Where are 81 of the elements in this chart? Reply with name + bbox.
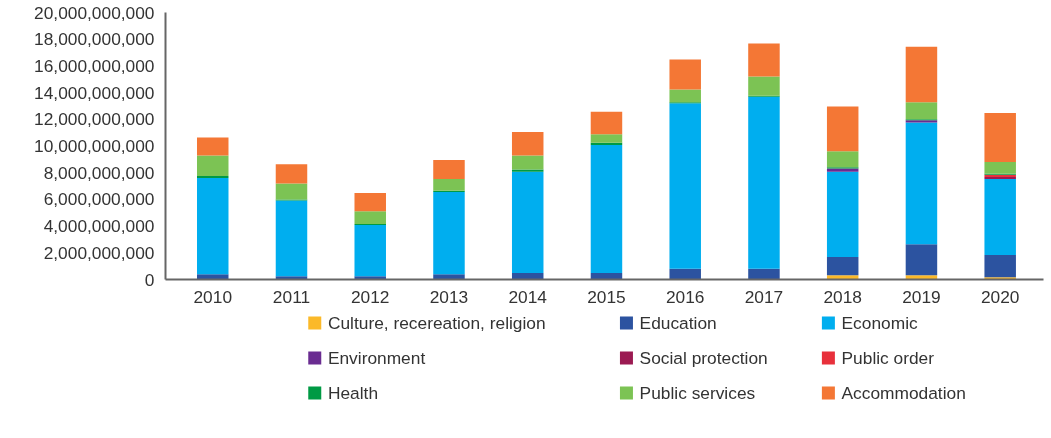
bar xyxy=(984,162,1016,174)
legend-label: Education xyxy=(639,313,717,333)
legend-label: Public order xyxy=(841,348,935,368)
bar xyxy=(748,76,780,96)
bar xyxy=(511,273,544,280)
bar xyxy=(748,43,780,77)
x-tick-label: 2014 xyxy=(508,286,548,307)
x-tick-label: 2018 xyxy=(823,286,862,307)
x-tick-label: 2012 xyxy=(350,286,390,307)
bar xyxy=(354,192,386,212)
bar xyxy=(433,159,465,180)
y-tick-label: 14,000,000,000 xyxy=(34,82,155,103)
bar xyxy=(433,274,465,280)
bar xyxy=(511,132,544,156)
bar xyxy=(826,257,859,276)
bar xyxy=(984,179,1016,255)
legend-label: Environment xyxy=(327,348,426,368)
bar xyxy=(275,200,308,277)
bar xyxy=(826,171,859,258)
bar xyxy=(511,171,544,274)
bar xyxy=(197,274,229,280)
bar xyxy=(197,137,229,156)
legend-label: Culture, recereation, religion xyxy=(327,313,546,333)
y-tick-label: 18,000,000,000 xyxy=(34,29,155,50)
bar xyxy=(590,142,623,145)
x-tick-label: 2015 xyxy=(587,286,626,307)
bar xyxy=(197,155,229,176)
bar xyxy=(669,268,701,280)
bar xyxy=(275,276,308,280)
bar xyxy=(984,277,1016,280)
bar xyxy=(905,275,938,280)
bar xyxy=(826,106,859,152)
y-tick-label: 8,000,000,000 xyxy=(43,162,155,183)
bar xyxy=(669,59,701,90)
y-tick-label: 2,000,000,000 xyxy=(43,242,155,263)
x-tick-label: 2013 xyxy=(429,286,469,307)
bar xyxy=(590,134,623,143)
bar xyxy=(826,275,859,280)
y-tick-label: 10,000,000,000 xyxy=(34,136,155,156)
x-tick-label: 2020 xyxy=(980,286,1020,307)
bar xyxy=(433,191,465,275)
bar xyxy=(748,268,780,280)
bar xyxy=(590,273,623,280)
bar xyxy=(354,225,386,277)
x-tick-label: 2017 xyxy=(744,286,784,307)
bar xyxy=(905,244,938,276)
bar xyxy=(826,151,859,168)
y-tick-label: 20,000,000,000 xyxy=(34,2,155,23)
bar xyxy=(275,183,308,200)
legend-label: Public services xyxy=(639,383,756,403)
legend-label: Social protection xyxy=(639,348,768,368)
y-tick-label: 6,000,000,000 xyxy=(43,189,155,210)
bar xyxy=(905,102,938,120)
y-tick-label: 12,000,000,000 xyxy=(34,109,155,130)
y-tick-label: 16,000,000,000 xyxy=(34,55,155,76)
bar xyxy=(590,111,623,135)
bar xyxy=(354,211,386,224)
bar xyxy=(669,103,701,269)
bar xyxy=(354,276,386,280)
bar xyxy=(197,175,229,179)
bar xyxy=(984,254,1016,278)
x-tick-label: 2011 xyxy=(272,286,311,307)
bar xyxy=(984,112,1016,163)
x-tick-label: 2016 xyxy=(665,286,705,307)
bar xyxy=(669,89,701,103)
bar xyxy=(511,155,544,170)
bar xyxy=(905,46,938,103)
bar xyxy=(433,179,465,191)
bar xyxy=(511,169,544,172)
bar xyxy=(590,144,623,274)
x-tick-label: 2019 xyxy=(902,286,941,307)
legend-label: Accommodation xyxy=(841,383,966,403)
x-tick-label: 2010 xyxy=(193,286,233,307)
bar xyxy=(748,96,780,269)
bar xyxy=(197,178,229,275)
bar xyxy=(905,122,938,245)
y-tick-label: 0 xyxy=(144,269,155,290)
bar xyxy=(275,164,308,184)
legend-label: Economic xyxy=(841,313,918,333)
y-tick-label: 4,000,000,000 xyxy=(43,216,155,237)
legend-label: Health xyxy=(327,383,379,403)
